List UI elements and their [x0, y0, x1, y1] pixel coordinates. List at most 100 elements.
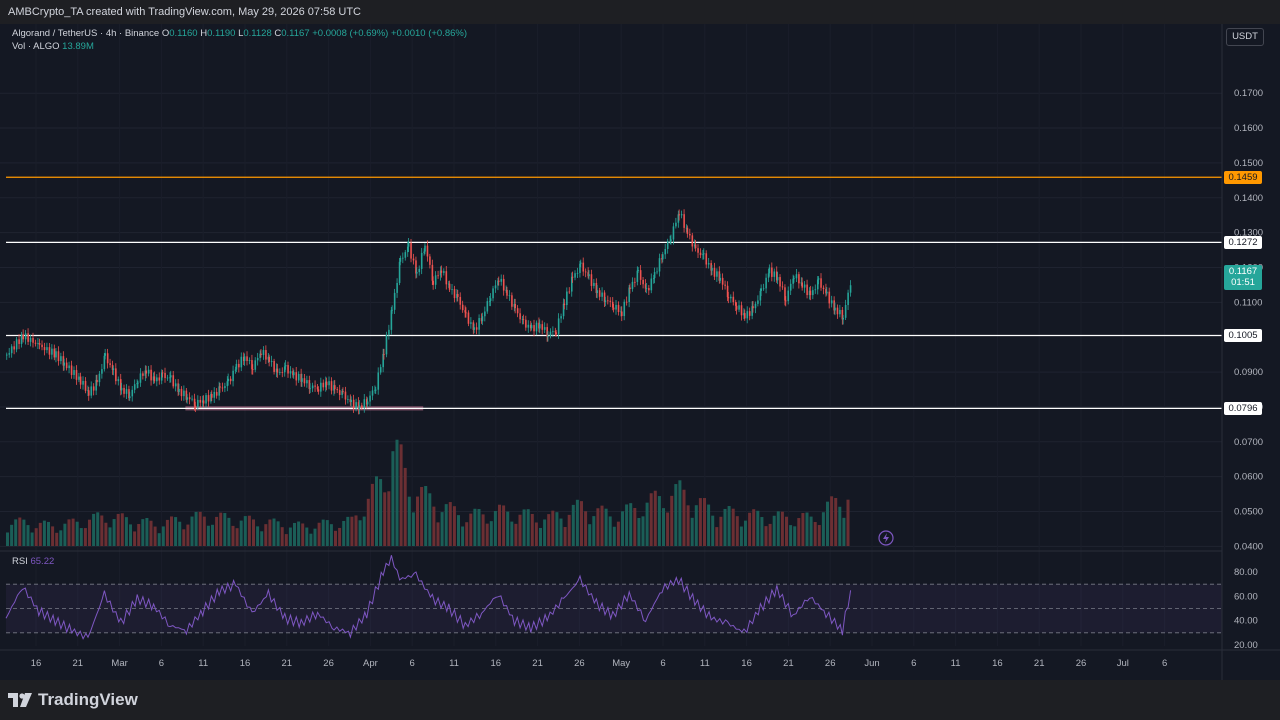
- candle-body: [724, 284, 726, 286]
- candle-body: [235, 363, 238, 370]
- volume-bar: [481, 514, 485, 546]
- candle-body: [653, 272, 656, 279]
- candle-body: [136, 383, 138, 385]
- volume-bar: [280, 527, 284, 546]
- candle-body: [238, 363, 240, 368]
- volume-bar: [18, 517, 22, 546]
- volume-bar: [682, 489, 686, 546]
- rsi-label[interactable]: RSI: [12, 556, 28, 567]
- volume-bar: [149, 520, 153, 546]
- candle-body: [415, 260, 417, 274]
- candle-body: [227, 378, 229, 382]
- time-tick-label: Jul: [1117, 658, 1129, 669]
- candle-body: [289, 371, 292, 374]
- candle-body: [325, 381, 328, 386]
- volume-bar: [727, 506, 731, 546]
- candle-body: [202, 400, 205, 404]
- volume-bar: [239, 520, 243, 546]
- volume-bar: [510, 521, 514, 546]
- candle-body: [527, 324, 530, 328]
- candle-body: [693, 244, 696, 247]
- volume-bar: [47, 521, 50, 546]
- volume-bar: [108, 527, 112, 546]
- candle-body: [439, 270, 442, 276]
- high-label: H: [200, 28, 208, 39]
- volume-bar: [748, 512, 752, 546]
- candle-body: [342, 390, 344, 392]
- candle-body: [552, 331, 554, 333]
- candle-body: [379, 367, 382, 373]
- price-tick-label: 0.0500: [1234, 507, 1263, 518]
- candle-body: [164, 372, 166, 379]
- candle-body: [677, 214, 680, 223]
- candle-body: [650, 278, 653, 291]
- volume-bar: [67, 519, 71, 546]
- tradingview-logo[interactable]: TradingView: [8, 690, 138, 710]
- candle-body: [691, 235, 694, 247]
- chart-canvas[interactable]: 0.17000.16000.15000.14000.13000.12000.11…: [0, 24, 1280, 680]
- candle-body: [186, 397, 188, 400]
- time-tick-label: 11: [198, 658, 208, 669]
- candle-body: [152, 376, 155, 381]
- open-value: 0.1160: [169, 28, 198, 39]
- volume-bar: [358, 520, 362, 546]
- volume-bar: [764, 526, 768, 546]
- candle-body: [478, 318, 480, 330]
- volume-bar: [247, 515, 251, 546]
- volume-bar: [739, 526, 743, 546]
- candle-body: [119, 379, 122, 391]
- volume-bar: [629, 503, 633, 546]
- volume-bar: [834, 497, 838, 546]
- candle-body: [601, 292, 603, 297]
- time-tick-label: 21: [783, 658, 794, 669]
- candle-body: [13, 346, 15, 350]
- candle-body: [29, 337, 32, 342]
- candle-body: [738, 305, 740, 310]
- time-tick-label: 6: [410, 658, 415, 669]
- candle-body: [79, 376, 82, 385]
- candle-body: [816, 279, 819, 290]
- volume-bar: [55, 532, 59, 546]
- time-tick-label: 6: [660, 658, 665, 669]
- candle-body: [754, 303, 757, 309]
- candle-body: [525, 319, 527, 328]
- candle-body: [24, 333, 27, 340]
- candle-body: [464, 310, 466, 313]
- candle-body: [636, 270, 639, 282]
- candle-body: [760, 288, 762, 291]
- candle-body: [27, 333, 29, 342]
- time-tick-label: Jun: [864, 658, 879, 669]
- candle-body: [484, 311, 486, 317]
- candle-body: [661, 258, 663, 260]
- candle-body: [63, 362, 65, 366]
- volume-bar: [383, 492, 387, 546]
- currency-badge[interactable]: USDT: [1226, 28, 1264, 46]
- candle-body: [123, 387, 125, 394]
- volume-bar: [448, 502, 452, 546]
- candle-body: [555, 332, 557, 335]
- candle-body: [423, 251, 425, 253]
- volume-bar: [592, 516, 596, 546]
- volume-legend: Vol · ALGO 13.89M: [12, 41, 94, 52]
- chart-panel[interactable]: [0, 24, 1280, 680]
- candle-body: [357, 402, 360, 410]
- candle-body: [330, 381, 333, 391]
- symbol-name[interactable]: Algorand / TetherUS · 4h · Binance: [12, 28, 160, 39]
- candle-body: [338, 390, 341, 395]
- volume-label[interactable]: Vol · ALGO: [12, 41, 60, 52]
- volume-bar: [690, 517, 694, 546]
- candle-body: [812, 290, 814, 296]
- volume-bar: [756, 510, 760, 546]
- alert-bolt-icon[interactable]: [878, 530, 894, 546]
- price-tick-label: 0.1300: [1234, 228, 1263, 239]
- candle-body: [273, 361, 275, 372]
- candle-body: [120, 387, 123, 391]
- candle-body: [563, 303, 566, 306]
- candle-body: [752, 306, 754, 309]
- candle-body: [344, 391, 347, 400]
- volume-bar: [588, 524, 592, 546]
- volume-bar: [797, 518, 801, 546]
- horizontal-levels[interactable]: [6, 176, 1222, 409]
- volume-bar: [530, 513, 534, 546]
- close-label: C: [274, 28, 282, 39]
